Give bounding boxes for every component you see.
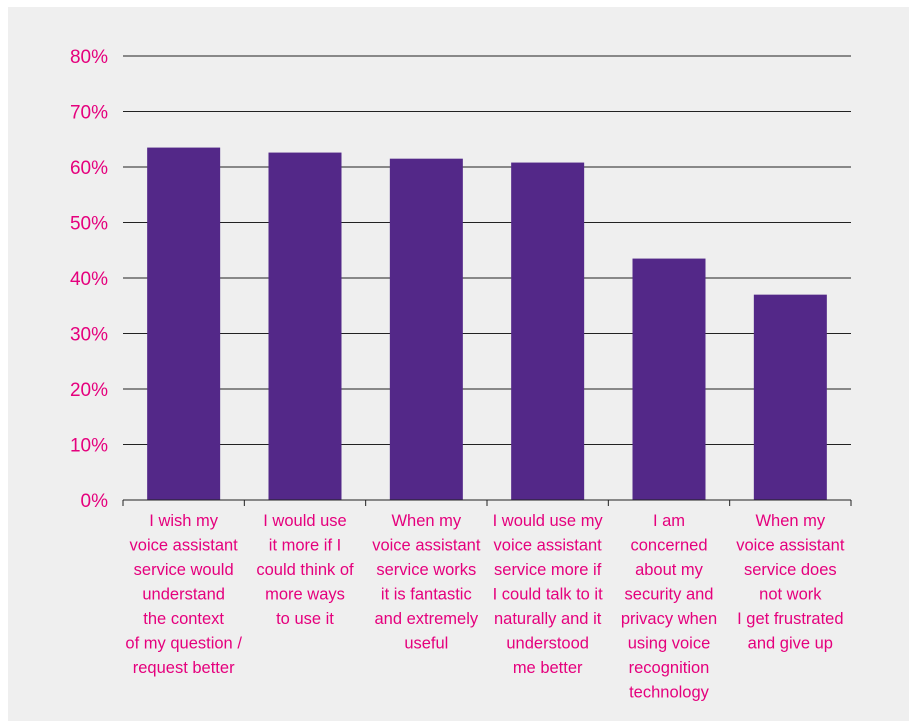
y-tick-label: 80% xyxy=(70,47,108,68)
x-tick-label-line: service more if xyxy=(494,561,602,579)
x-tick-label-line: not work xyxy=(759,586,822,604)
y-tick-label: 10% xyxy=(70,436,108,457)
x-tick-label-line: When my xyxy=(391,512,461,530)
x-tick-label: When my voice assistant service does not wo… xyxy=(736,512,845,653)
bar xyxy=(632,258,706,500)
x-tick-label-line: about my xyxy=(635,561,704,579)
x-tick-label-line: voice assistant xyxy=(736,537,845,555)
x-tick-label-line: service does xyxy=(744,561,837,579)
y-tick-label: 0% xyxy=(81,491,109,512)
y-tick-label: 40% xyxy=(70,269,108,290)
x-tick-label-line: could think of xyxy=(256,561,354,579)
x-tick-label-line: me better xyxy=(513,659,583,677)
x-tick-label-line: and extremely xyxy=(375,610,479,628)
x-tick-label-line: using voice xyxy=(628,635,711,653)
x-tick-label-line: service works xyxy=(376,561,476,579)
x-tick-label-line: security and xyxy=(625,586,714,604)
x-tick-label: I would use it more if I could think of mor… xyxy=(256,512,354,628)
x-tick-label-line: I would use xyxy=(263,512,346,530)
x-tick-label-line: I get frustrated xyxy=(737,610,843,628)
y-tick-label: 70% xyxy=(70,103,108,124)
x-tick-label-line: I wish my xyxy=(149,512,219,530)
x-tick-label-line: voice assistant xyxy=(494,537,603,555)
y-tick-label: 30% xyxy=(70,325,108,346)
bar xyxy=(389,158,463,501)
x-tick-label-line: recognition xyxy=(629,659,710,677)
x-tick-label-line: of my question / xyxy=(125,635,242,653)
x-tick-label-line: I could talk to it xyxy=(493,586,603,604)
x-tick-label-line: request better xyxy=(133,659,235,677)
x-tick-label-line: I am xyxy=(653,512,685,530)
bar xyxy=(753,294,827,500)
x-tick-label-line: it is fantastic xyxy=(381,586,472,604)
x-tick-label-line: the context xyxy=(143,610,224,628)
x-tick-label-line: I would use my xyxy=(493,512,604,530)
x-tick-label: When my voice assistant service works it is… xyxy=(372,512,481,653)
x-tick-label-line: and give up xyxy=(748,635,833,653)
bar xyxy=(268,152,342,500)
x-tick-label-line: understand xyxy=(142,586,225,604)
x-tick-label-line: useful xyxy=(404,635,448,653)
x-tick-label-line: voice assistant xyxy=(130,537,239,555)
x-tick-label-line: technology xyxy=(629,684,710,702)
x-tick-label-line: understood xyxy=(506,635,589,653)
bar xyxy=(511,162,585,500)
y-tick-label: 50% xyxy=(70,214,108,235)
x-tick-label-line: naturally and it xyxy=(494,610,602,628)
x-tick-label: I wish my voice assistant service would und… xyxy=(125,512,242,677)
x-tick-label: I am concerned about my security and privacy… xyxy=(621,512,717,702)
y-tick-label: 60% xyxy=(70,158,108,179)
x-tick-label-line: more ways xyxy=(265,586,345,604)
y-tick-label: 20% xyxy=(70,380,108,401)
x-tick-label-line: voice assistant xyxy=(372,537,481,555)
x-tick-label-line: privacy when xyxy=(621,610,717,628)
x-tick-label-line: to use it xyxy=(276,610,334,628)
x-tick-label: I would use my voice assistant service mor… xyxy=(493,512,604,677)
x-tick-label-line: When my xyxy=(755,512,825,530)
x-tick-label-line: it more if I xyxy=(269,537,341,555)
x-tick-label-line: concerned xyxy=(630,537,707,555)
x-tick-label-line: service would xyxy=(134,561,234,579)
bar xyxy=(147,147,221,500)
